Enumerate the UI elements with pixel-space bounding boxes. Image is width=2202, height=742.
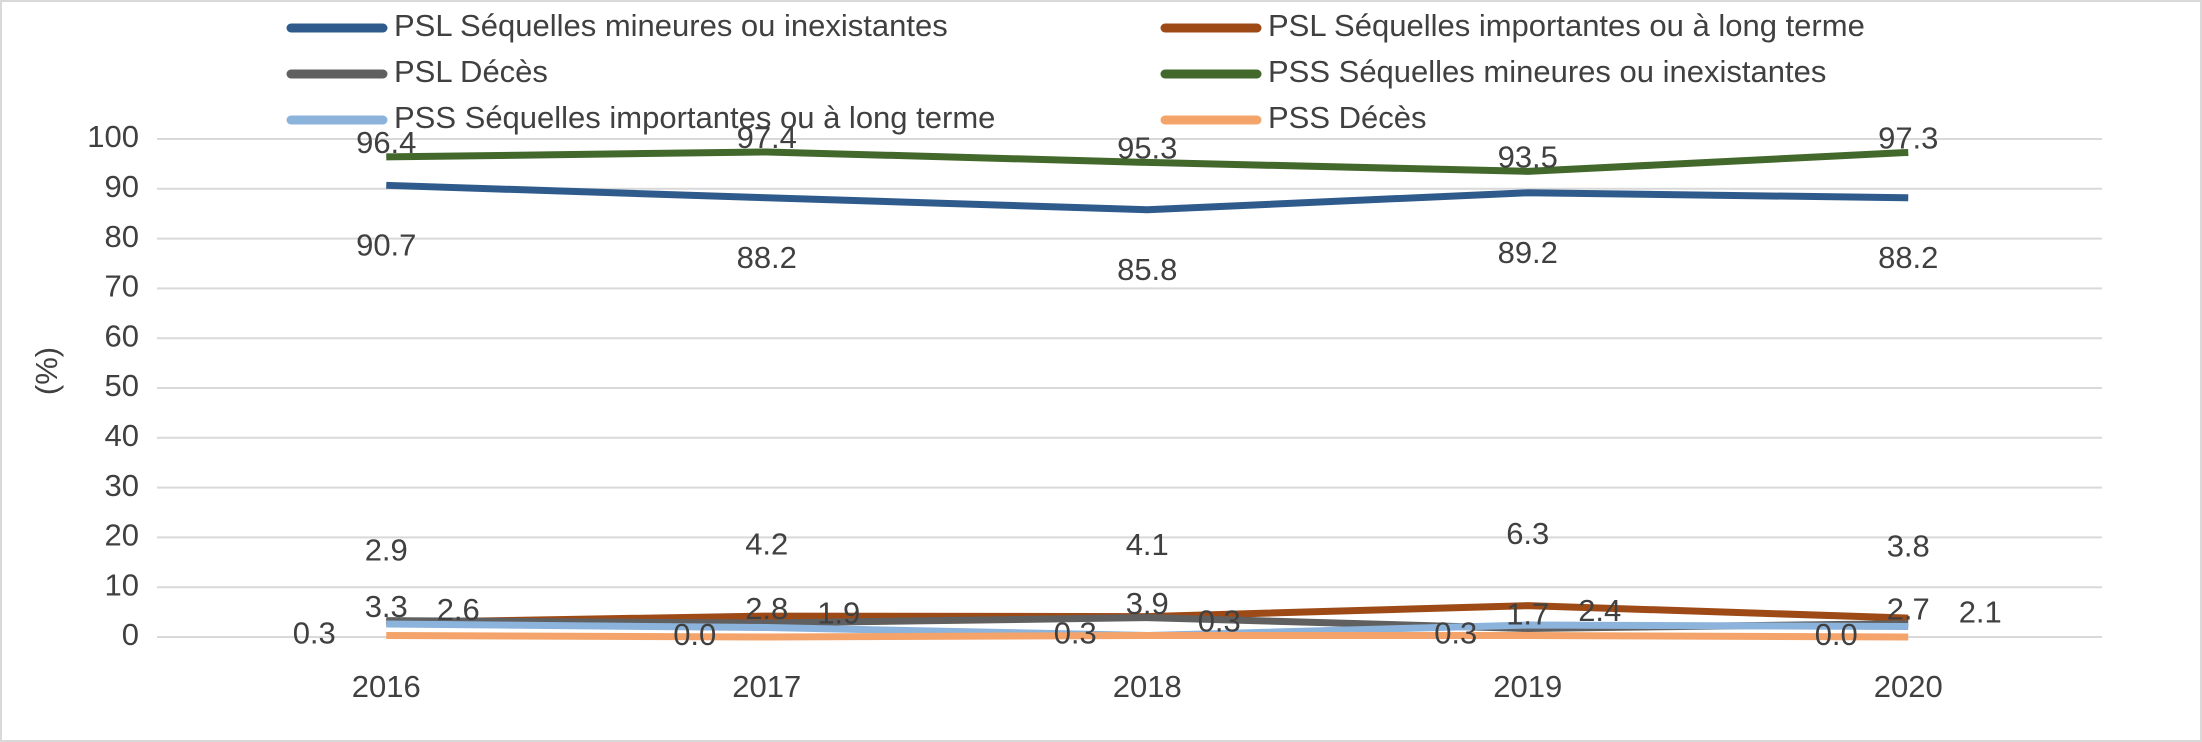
y-tick-label: 70 (105, 269, 139, 304)
data-label: 2.9 (365, 533, 408, 568)
data-label: 0.0 (1815, 617, 1858, 652)
legend-label: PSL Séquelles mineures ou inexistantes (394, 8, 948, 43)
y-axis-label: (%) (29, 347, 64, 395)
data-label: 1.9 (817, 596, 860, 631)
x-tick-label: 2017 (732, 669, 801, 704)
data-label: 88.2 (1878, 240, 1938, 275)
data-label: 0.3 (1198, 604, 1241, 639)
y-tick-label: 20 (105, 518, 139, 553)
data-label: 3.3 (365, 589, 408, 624)
y-tick-label: 100 (87, 119, 139, 154)
data-label: 93.5 (1498, 140, 1558, 175)
data-label: 85.8 (1117, 252, 1177, 287)
data-label: 90.7 (356, 228, 416, 263)
data-label: 89.2 (1498, 235, 1558, 270)
data-label: 95.3 (1117, 131, 1177, 166)
series-line (386, 181, 1909, 214)
data-label: 0.0 (673, 617, 716, 652)
data-label: 3.9 (1126, 586, 1169, 621)
y-tick-label: 10 (105, 567, 139, 602)
y-tick-label: 50 (105, 368, 139, 403)
legend-label: PSS Séquelles mineures ou inexistantes (1268, 54, 1826, 89)
data-label: 96.4 (356, 125, 416, 160)
data-label: 3.8 (1887, 528, 1930, 563)
data-label: 97.3 (1878, 121, 1938, 156)
data-label: 0.3 (1434, 616, 1477, 651)
y-tick-label: 80 (105, 219, 139, 254)
data-label: 2.7 (1887, 592, 1930, 627)
data-label: 2.4 (1578, 593, 1621, 628)
data-label: 4.2 (745, 526, 788, 561)
legend-label: PSS Décès (1268, 100, 1427, 135)
y-tick-label: 90 (105, 169, 139, 204)
y-tick-label: 0 (122, 617, 139, 652)
x-tick-label: 2018 (1113, 669, 1182, 704)
y-tick-label: 30 (105, 468, 139, 503)
data-label: 0.3 (1054, 616, 1097, 651)
data-label: 2.1 (1959, 595, 2002, 630)
series-line (386, 632, 1909, 641)
data-label: 88.2 (737, 240, 797, 275)
x-tick-label: 2016 (352, 669, 421, 704)
data-label: 2.6 (437, 592, 480, 627)
y-tick-label: 40 (105, 418, 139, 453)
data-label: 2.8 (745, 591, 788, 626)
data-label: 4.1 (1126, 527, 1169, 562)
data-label: 97.4 (737, 120, 797, 155)
y-tick-label: 60 (105, 318, 139, 353)
legend-label: PSS Séquelles importantes ou à long term… (394, 100, 995, 135)
series-line (386, 148, 1909, 175)
data-label: 1.7 (1506, 597, 1549, 632)
legend-label: PSL Décès (394, 54, 548, 89)
x-tick-label: 2020 (1874, 669, 1943, 704)
legend-label: PSL Séquelles importantes ou à long term… (1268, 8, 1865, 43)
data-label: 6.3 (1506, 516, 1549, 551)
data-label: 0.3 (293, 616, 336, 651)
x-tick-label: 2019 (1493, 669, 1562, 704)
